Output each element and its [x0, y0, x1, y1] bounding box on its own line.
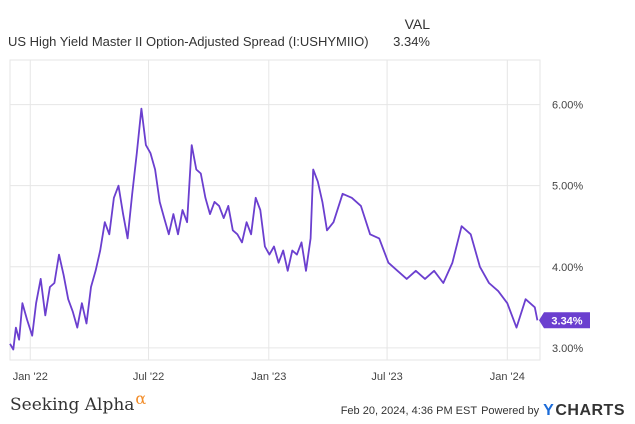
y-tick-label: 3.00% [552, 343, 583, 355]
footer-attribution: Feb 20, 2024, 4:36 PM EST Powered by Y CH… [341, 402, 625, 420]
x-tick-label: Jul '23 [371, 371, 402, 383]
chart-area[interactable]: 3.00% 4.00% 5.00% 6.00% Jan '22 Jul '22 Jan '2… [0, 52, 635, 392]
brand-name: Seeking Alpha [10, 395, 135, 415]
plot-frame [9, 59, 541, 361]
x-tick-label: Jan '24 [490, 371, 525, 383]
last-value-label: 3.34% [551, 315, 582, 327]
alpha-icon: α [135, 389, 147, 408]
series-current-value: 3.34% [393, 34, 430, 49]
series-line [9, 107, 539, 351]
ycharts-y-icon: Y [543, 402, 555, 419]
y-tick-label: 4.00% [552, 262, 583, 274]
x-tick-label: Jan '23 [251, 371, 286, 383]
value-column-heading: VAL [404, 16, 430, 32]
series-label[interactable]: US High Yield Master II Option-Adjusted … [8, 34, 369, 49]
x-tick-label: Jan '22 [13, 371, 48, 383]
line-chart[interactable]: 3.00% 4.00% 5.00% 6.00% Jan '22 Jul '22 Jan '2… [0, 52, 635, 387]
ycharts-logo[interactable]: Y CHARTS [543, 402, 625, 420]
seeking-alpha-logo: Seeking Alphaα [10, 389, 146, 415]
chart-header: VAL US High Yield Master II Option-Adjus… [0, 0, 635, 52]
powered-by-label: Powered by [481, 405, 540, 417]
y-tick-label: 5.00% [552, 181, 583, 193]
x-tick-label: Jul '22 [133, 371, 164, 383]
timestamp: Feb 20, 2024, 4:36 PM EST [340, 405, 478, 417]
last-value-badge [539, 312, 590, 329]
y-tick-label: 6.00% [552, 100, 583, 112]
ycharts-wordmark: CHARTS [555, 402, 625, 419]
